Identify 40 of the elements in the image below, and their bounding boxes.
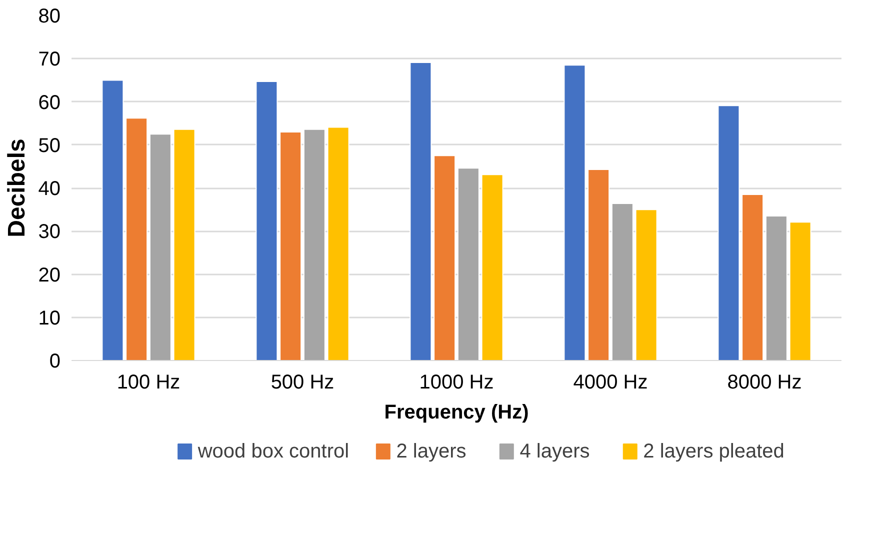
legend-label: wood box control: [196, 440, 350, 462]
bar: [126, 118, 148, 360]
bar: [481, 174, 504, 360]
bar: [588, 168, 610, 360]
legend-label: 2 layers pleated: [643, 440, 784, 462]
y-axis-title: Decibels: [3, 138, 30, 238]
bar: [173, 128, 196, 360]
bar: [765, 216, 788, 360]
bar: [410, 62, 432, 360]
y-tick-label: 0: [49, 350, 60, 372]
bar: [327, 126, 350, 360]
bar: [434, 155, 456, 360]
y-tick-label: 50: [38, 134, 61, 157]
y-tick-label: 20: [38, 264, 61, 286]
bar: [457, 168, 480, 360]
bar: [611, 203, 634, 360]
y-tick-label: 30: [38, 221, 61, 244]
bar: [280, 131, 302, 360]
x-tick-label: 500 Hz: [270, 372, 334, 394]
legend-label: 4 layers: [520, 440, 590, 462]
y-tick-label: 60: [38, 92, 61, 114]
bar: [564, 64, 586, 360]
y-tick-label: 10: [38, 307, 61, 330]
bar: [303, 128, 326, 360]
bar: [789, 222, 812, 360]
x-axis-title: Frequency (Hz): [384, 402, 529, 424]
y-tick-label: 70: [38, 48, 61, 71]
bar: [102, 80, 124, 360]
bar: [256, 80, 278, 360]
bar: [635, 209, 658, 360]
bar: [718, 105, 740, 360]
x-tick-label: 1000 Hz: [419, 372, 494, 394]
x-tick-label: 8000 Hz: [727, 372, 802, 394]
x-tick-label: 4000 Hz: [573, 372, 648, 394]
bar: [149, 134, 172, 360]
y-tick-label: 80: [38, 6, 61, 28]
bar: [742, 194, 764, 360]
y-tick-label: 40: [38, 178, 61, 200]
legend-label: 2 layers: [396, 440, 466, 462]
x-tick-label: 100 Hz: [116, 372, 180, 394]
